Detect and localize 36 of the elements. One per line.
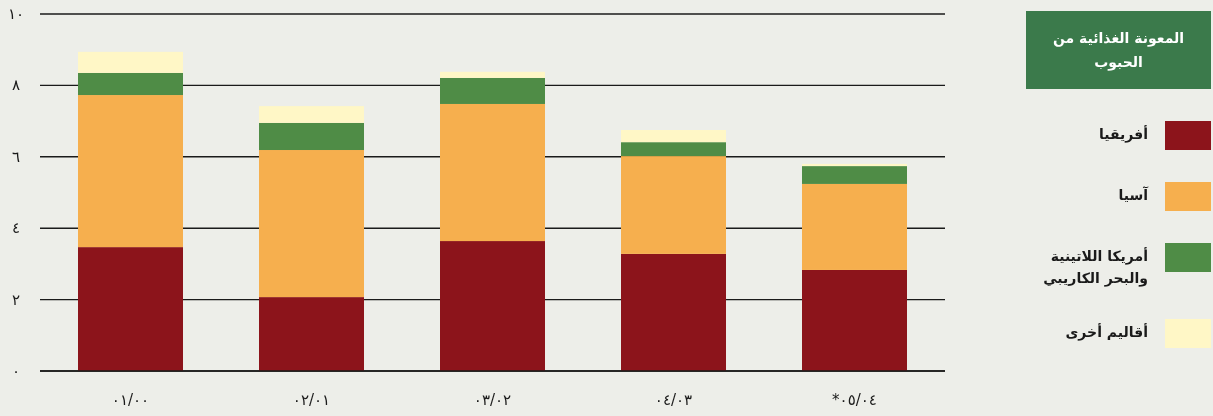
y-tick-label: ٢	[11, 290, 21, 309]
x-tick-label: ٠٤/٠٣	[654, 391, 693, 409]
legend-title: المعونة الغذائية من الحبوب	[1051, 29, 1186, 73]
bar	[621, 156, 726, 254]
bar	[440, 103, 545, 242]
bar	[78, 95, 183, 248]
y-tick-label: ١٠	[7, 5, 25, 23]
bar	[259, 150, 364, 298]
y-tick-label: ٦	[11, 147, 21, 166]
bar	[259, 106, 364, 123]
bar	[440, 77, 545, 104]
legend-label: أفريقيا	[1098, 124, 1148, 145]
bar	[440, 71, 545, 78]
y-tick-label: ٤	[11, 219, 21, 238]
x-tick-label: ٠٣/٠٢	[473, 391, 512, 409]
bar	[259, 122, 364, 151]
x-tick-label: *٠٥/٠٤	[832, 391, 877, 409]
bar	[440, 241, 545, 371]
y-tick-label: ٨	[11, 76, 21, 95]
bar	[802, 269, 907, 371]
bar	[259, 297, 364, 371]
legend-label: آسيا	[1117, 185, 1148, 205]
legend-label: أقاليم أخرى	[1064, 322, 1148, 343]
y-tick-label: ٠	[11, 362, 21, 380]
bar	[621, 142, 726, 157]
bar	[78, 51, 183, 73]
bar	[802, 183, 907, 270]
bar	[802, 166, 907, 184]
bar	[621, 130, 726, 143]
bar	[78, 72, 183, 96]
x-tick-label: ٠١/٠٠	[111, 391, 150, 409]
x-tick-label: ٠٢/٠١	[292, 391, 331, 409]
bar	[802, 163, 907, 167]
bar	[621, 253, 726, 371]
bar	[78, 247, 183, 371]
legend-label: أمريكا اللاتينية والبحر الكاريبي	[1042, 246, 1148, 289]
